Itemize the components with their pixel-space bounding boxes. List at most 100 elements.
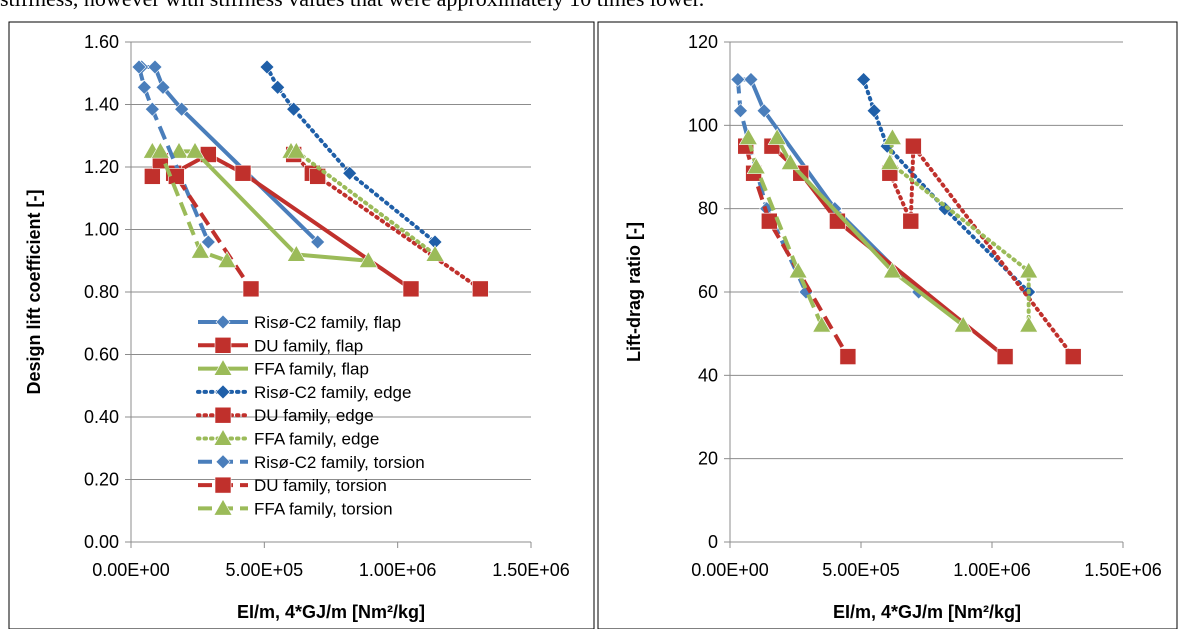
series-line: [179, 149, 369, 263]
data-point: [905, 137, 922, 155]
left-gridlines: [125, 41, 532, 548]
y-tick-label: 0.20: [84, 470, 119, 490]
data-point: [310, 234, 326, 250]
y-tick-label: 80: [698, 199, 718, 219]
data-point: [746, 157, 766, 175]
legend-entry: DU family, edge: [196, 406, 374, 425]
legend-label: DU family, torsion: [254, 476, 387, 495]
legend-label: DU family, edge: [254, 406, 374, 425]
right-series-group: [730, 72, 1082, 365]
data-point: [358, 251, 378, 268]
data-point: [286, 101, 302, 117]
y-tick-label: 0.40: [84, 407, 119, 427]
legend-entry: Risø-C2 family, torsion: [198, 453, 425, 472]
legend-marker: [213, 428, 233, 446]
data-point: [866, 103, 882, 119]
left-x-tick-labels: 0.00E+00 5.00E+05 1.00E+06 1.50E+06: [92, 560, 570, 580]
y-tick-label: 1.60: [84, 32, 119, 52]
legend-label: Risø-C2 family, torsion: [254, 453, 425, 472]
data-point: [131, 59, 147, 75]
caption-text: stiffness, however with stiffness values…: [0, 0, 1178, 12]
data-point: [880, 153, 900, 170]
data-point: [730, 72, 746, 87]
legend-marker: [213, 358, 233, 376]
data-point: [733, 103, 748, 119]
legend: Risø-C2 family, flap DU family, flap FFA f…: [196, 313, 425, 518]
y-tick-label: 1.40: [84, 95, 119, 115]
legend-marker: [213, 498, 233, 516]
series-8: [142, 141, 237, 268]
legend-marker: [215, 384, 231, 400]
data-point: [402, 280, 420, 298]
y-tick-label: 1.20: [84, 157, 119, 177]
legend-entry: DU family, torsion: [198, 476, 387, 495]
data-point: [190, 241, 210, 259]
x-tick-label: 0.00E+00: [92, 560, 170, 580]
series-3: [856, 72, 1037, 300]
data-point: [270, 79, 286, 95]
legend-marker: [215, 314, 231, 330]
data-point: [286, 141, 306, 159]
series-0: [134, 59, 326, 250]
legend-label: DU family, flap: [254, 336, 363, 355]
legend-entry: Risø-C2 family, edge: [196, 383, 411, 402]
x-tick-label: 1.50E+06: [492, 560, 570, 580]
x-tick-label: 1.00E+06: [953, 560, 1031, 580]
series-line: [775, 136, 965, 327]
data-point: [259, 59, 275, 75]
series-2: [767, 128, 973, 333]
series-line: [743, 145, 850, 358]
data-point: [882, 128, 902, 145]
legend-label: FFA family, flap: [254, 360, 369, 379]
left-series-group: [131, 59, 489, 298]
legend-entry: Risø-C2 family, flap: [198, 313, 401, 332]
data-point: [185, 141, 205, 159]
series-line: [291, 152, 483, 291]
legend-marker: [214, 406, 232, 424]
data-point: [882, 261, 902, 279]
series-4: [881, 137, 1082, 365]
series-1: [763, 137, 1014, 365]
data-point: [136, 79, 152, 95]
data-point: [472, 280, 489, 298]
left-x-axis-label: EI/m, 4*GJ/m [Nm²/kg]: [237, 602, 425, 622]
legend-marker: [214, 476, 232, 494]
data-point: [996, 348, 1014, 365]
data-point: [1019, 315, 1039, 333]
data-point: [242, 280, 260, 298]
x-tick-label: 0.00E+00: [691, 560, 769, 580]
x-tick-label: 1.00E+06: [359, 560, 437, 580]
y-tick-label: 0: [708, 532, 718, 552]
left-y-axis-label: Design lift coefficient [-]: [24, 189, 44, 394]
data-point: [150, 141, 170, 159]
legend-marker: [214, 336, 232, 354]
series-8: [738, 128, 832, 333]
data-point: [200, 234, 216, 250]
legend-label: FFA family, edge: [254, 430, 379, 449]
data-point: [756, 103, 772, 119]
series-5: [880, 128, 1039, 333]
data-point: [767, 128, 787, 145]
data-point: [217, 251, 237, 268]
series-5: [281, 141, 445, 262]
legend-entry: FFA family, flap: [198, 358, 369, 379]
right-x-tick-labels: 0.00E+00 5.00E+05 1.00E+06 1.50E+06: [691, 560, 1162, 580]
legend-label: Risø-C2 family, edge: [254, 383, 411, 402]
legend-label: FFA family, torsion: [254, 499, 393, 518]
data-point: [174, 101, 190, 117]
data-point: [425, 244, 445, 262]
data-point: [743, 72, 759, 87]
x-tick-label: 5.00E+05: [822, 560, 900, 580]
data-point: [1064, 348, 1082, 365]
data-point: [953, 315, 973, 333]
data-point: [760, 212, 778, 230]
series-line: [770, 144, 1007, 359]
x-tick-label: 1.50E+06: [1084, 560, 1162, 580]
data-point: [780, 153, 800, 170]
left-panel-border: [8, 21, 595, 629]
data-point: [788, 261, 808, 279]
data-point: [738, 128, 758, 145]
y-tick-label: 20: [698, 449, 718, 469]
data-point: [144, 101, 160, 117]
y-tick-label: 0.80: [84, 282, 119, 302]
